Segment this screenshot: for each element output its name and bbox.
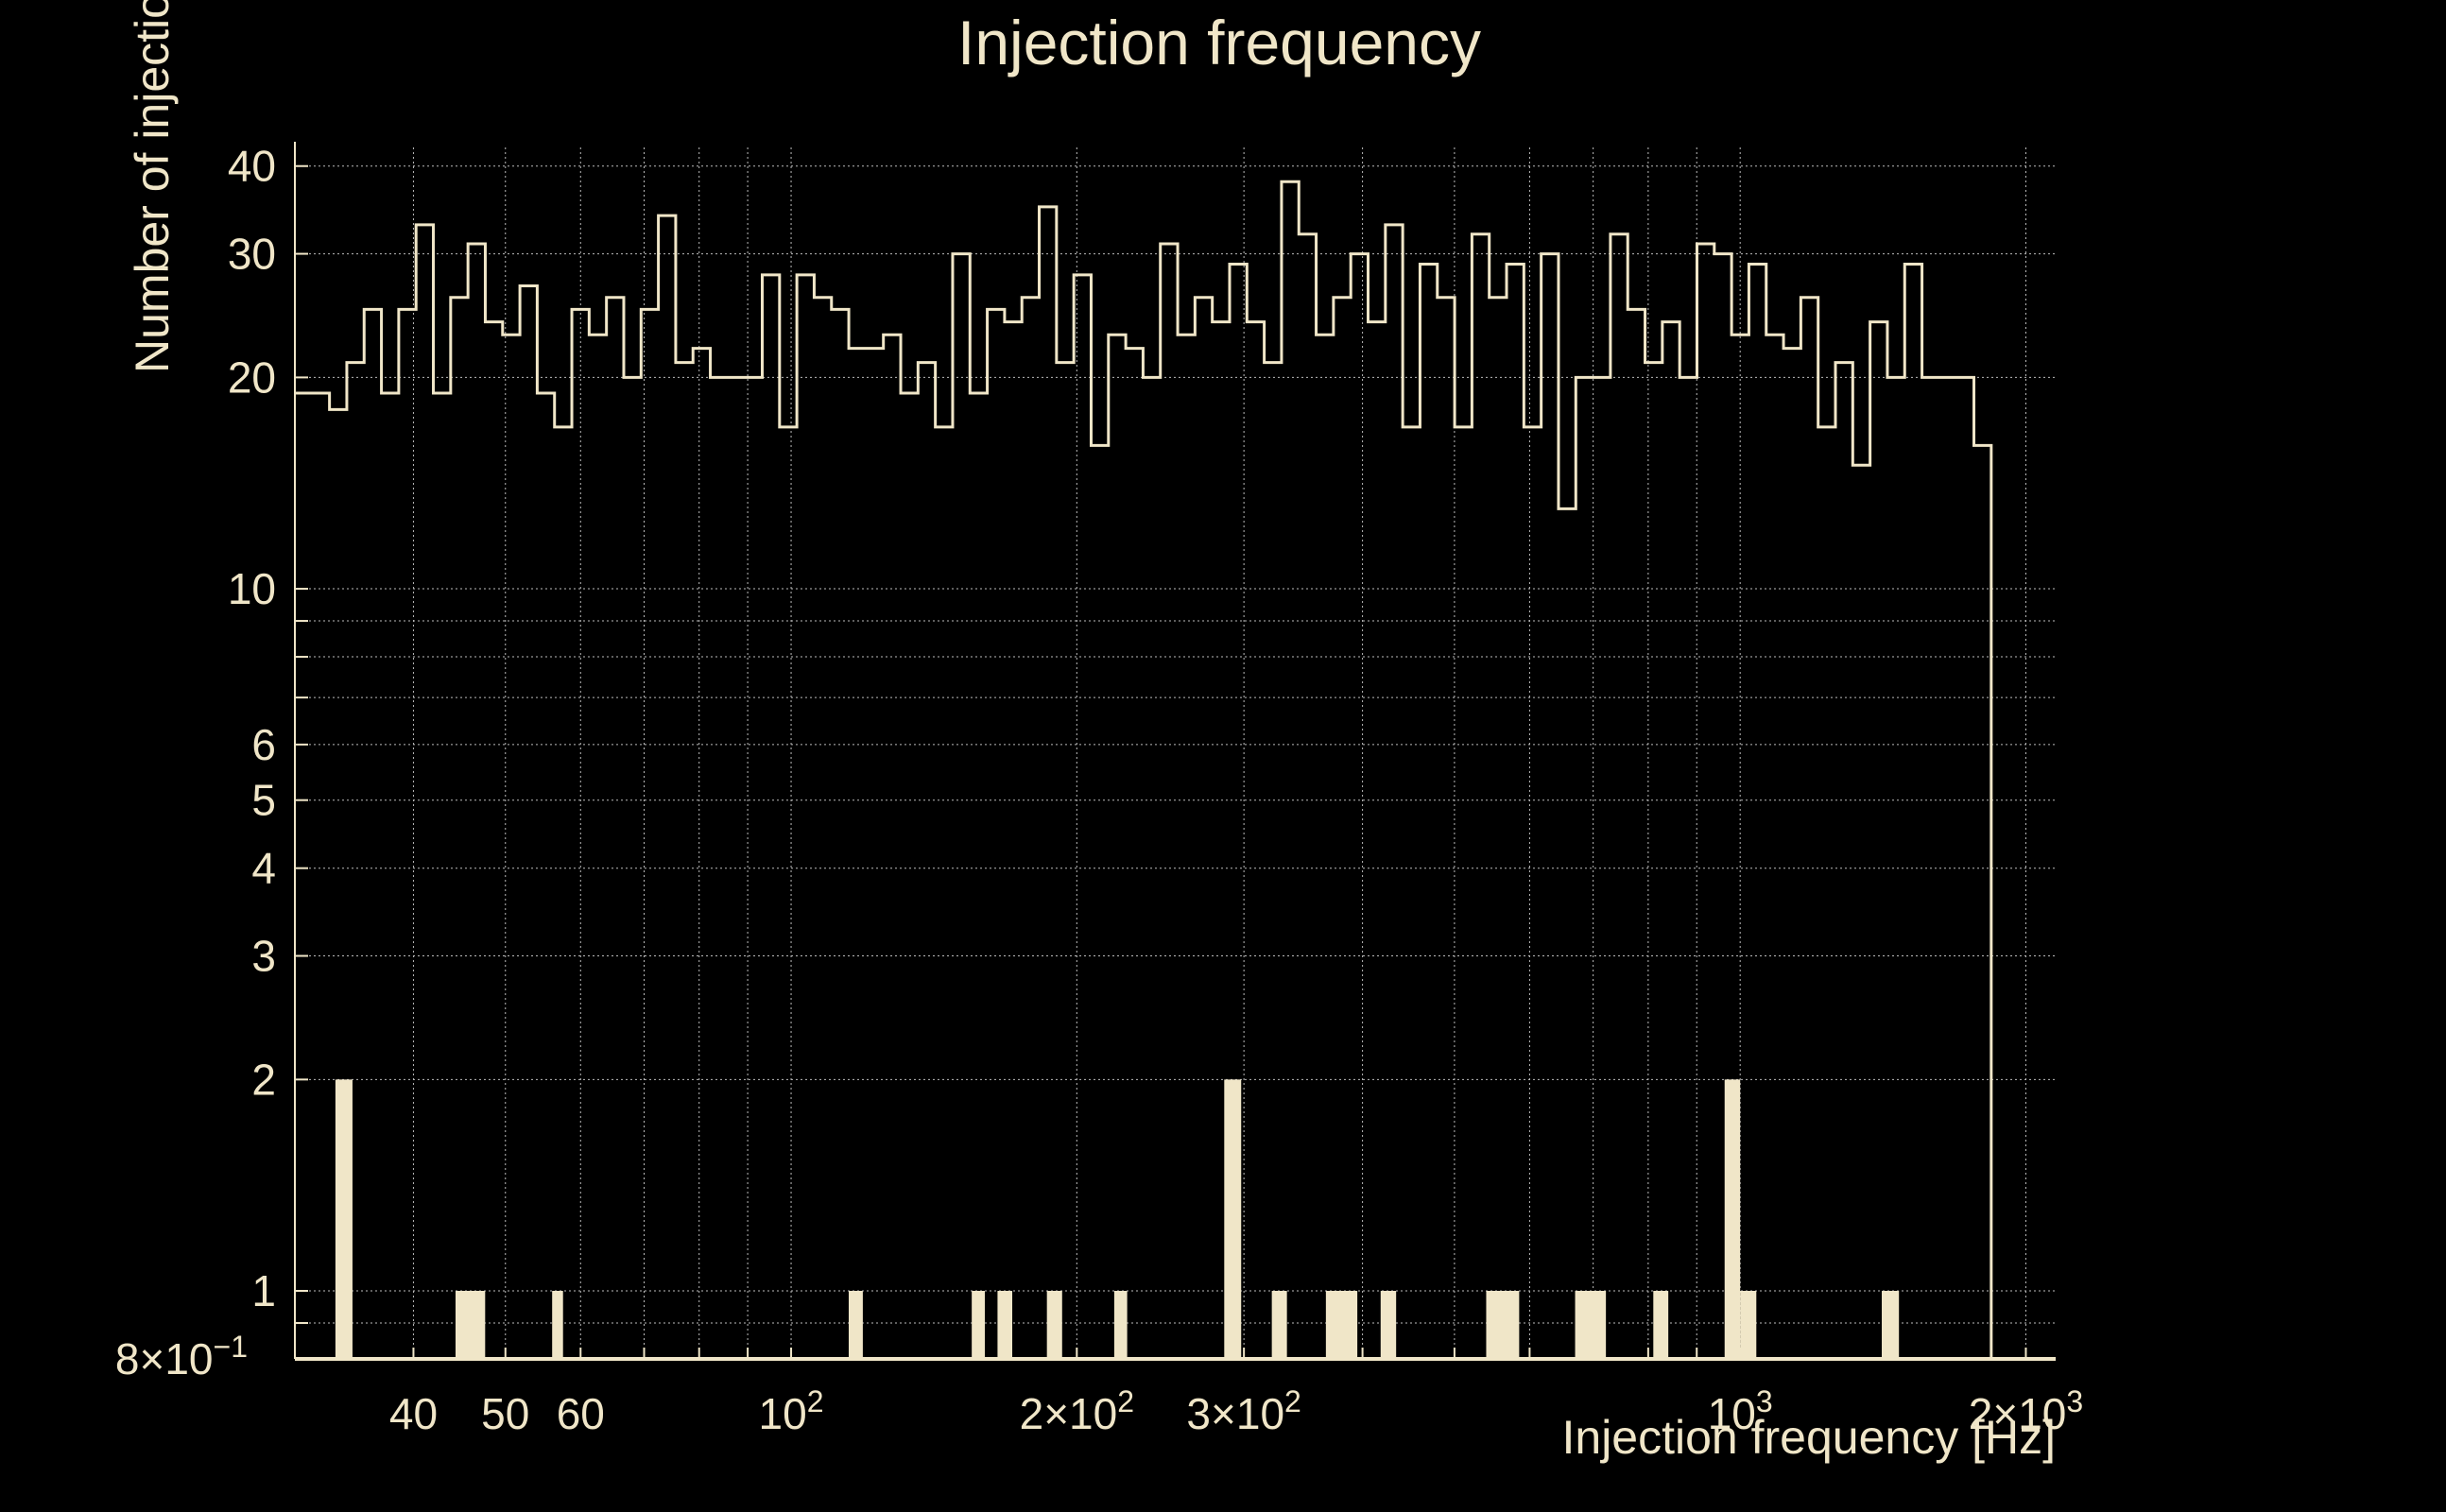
found-bar <box>1486 1291 1520 1359</box>
found-bar <box>1740 1291 1757 1359</box>
y-tick-label: 30 <box>228 230 276 279</box>
found-bar <box>1575 1291 1607 1359</box>
y-tick-label: 6 <box>251 720 276 769</box>
found-bar <box>1653 1291 1669 1359</box>
found-bar <box>1224 1079 1242 1359</box>
y-tick-label: 1 <box>251 1266 276 1315</box>
chart-title: Injection frequency <box>957 8 1481 77</box>
x-tick-label: 2×103 <box>1969 1384 2083 1438</box>
grid-lines <box>295 147 2056 1359</box>
found-bar <box>848 1291 863 1359</box>
x-axis-label: Injection frequency [Hz] <box>1562 1411 2057 1464</box>
found-bar <box>455 1291 486 1359</box>
axes <box>294 142 2056 1361</box>
x-tick-label: 3×102 <box>1186 1384 1301 1438</box>
x-tick-labels: 40 50 60 102 2×102 3×102 103 2×103 <box>389 1384 2083 1438</box>
found-bar <box>1113 1291 1128 1359</box>
found-bar <box>552 1291 563 1359</box>
y-tick-label: 3 <box>251 932 276 981</box>
found-bar <box>1380 1291 1397 1359</box>
x-tick-label: 50 <box>481 1389 529 1438</box>
y-tick-label: 8×10−1 <box>115 1330 248 1383</box>
found-bar <box>972 1291 986 1359</box>
found-bar <box>1325 1291 1358 1359</box>
found-bar <box>1882 1291 1900 1359</box>
found-bar <box>997 1291 1013 1359</box>
y-tick-labels: 8×10−11 2 3 4 5 6 10 20 30 40 <box>115 142 276 1383</box>
found-bar <box>1724 1079 1741 1359</box>
found-injections-bars <box>335 1079 1900 1359</box>
x-tick-label: 103 <box>1708 1384 1773 1438</box>
y-tick-label: 4 <box>251 844 276 893</box>
x-tick-label: 60 <box>557 1389 605 1438</box>
y-tick-label: 2 <box>251 1055 276 1104</box>
x-tick-label: 2×102 <box>1020 1384 1134 1438</box>
found-bar <box>1271 1291 1287 1359</box>
y-tick-label: 10 <box>228 564 276 613</box>
found-bar <box>1046 1291 1062 1359</box>
found-bar <box>335 1079 353 1359</box>
x-tick-label: 40 <box>389 1389 438 1438</box>
y-tick-label: 5 <box>251 776 276 825</box>
y-tick-label: 40 <box>228 142 276 191</box>
y-tick-label: 20 <box>228 352 276 402</box>
x-tick-label: 102 <box>759 1384 824 1438</box>
y-axis-label: Number of injections <box>126 0 179 373</box>
total-injections-step-line <box>295 180 1993 1359</box>
